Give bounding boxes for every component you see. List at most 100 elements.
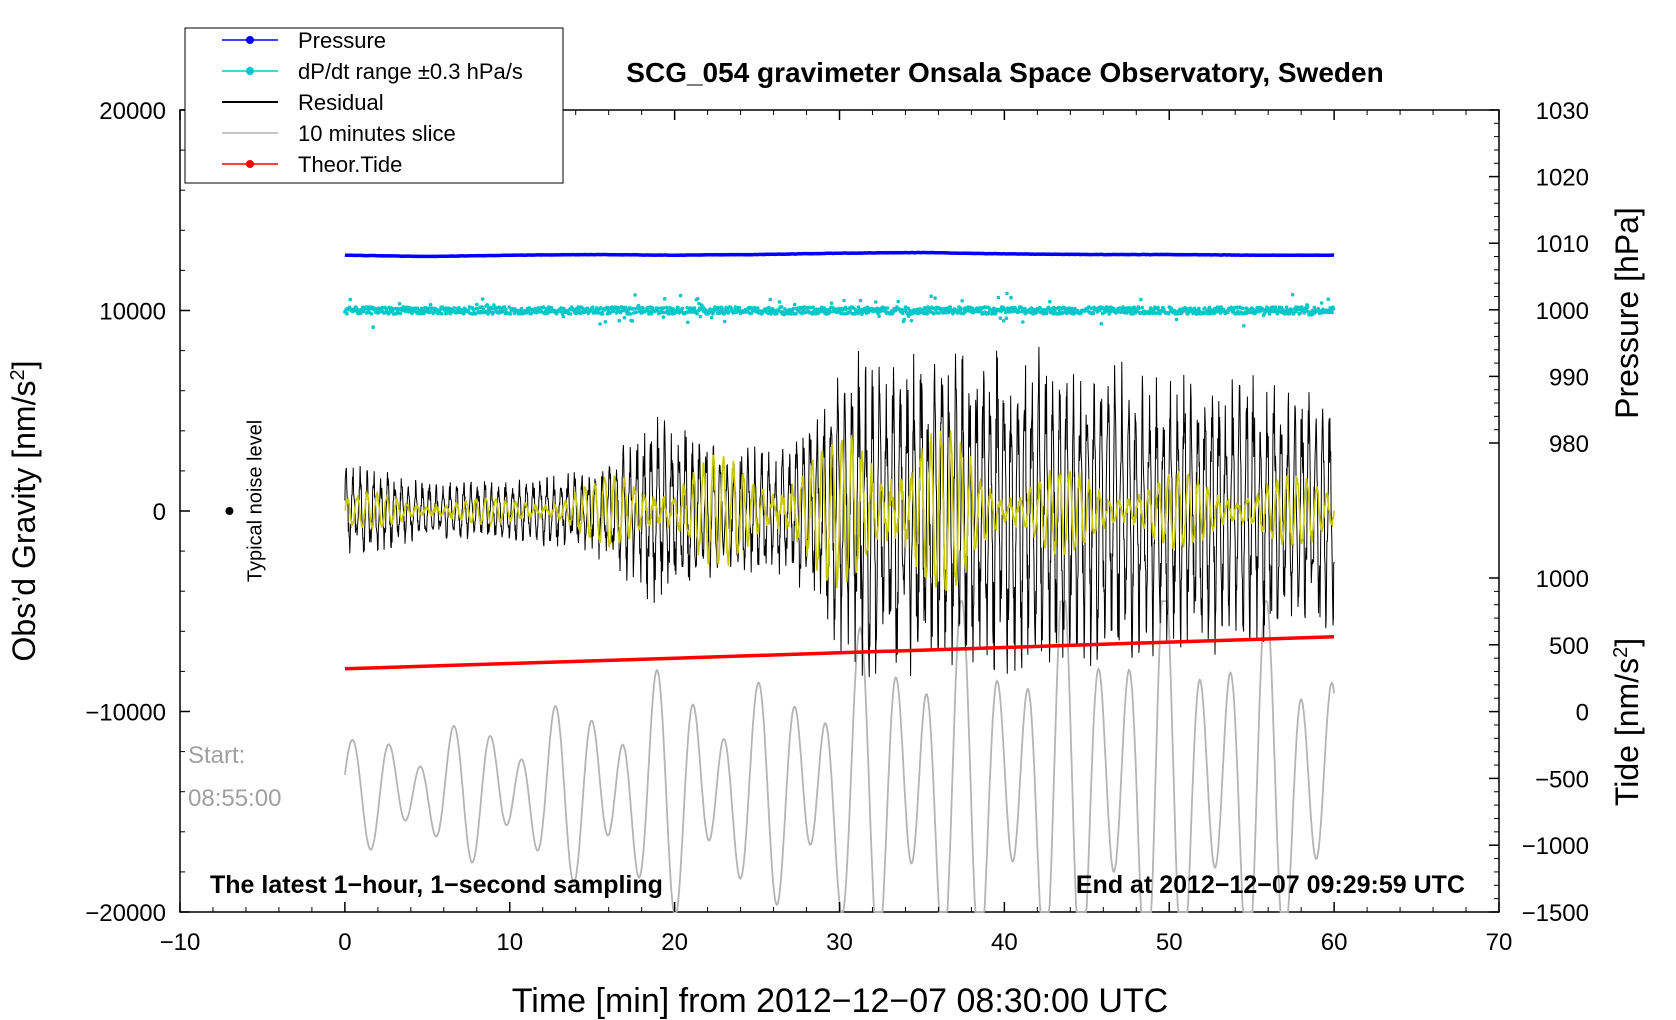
dpdt-point — [1203, 306, 1207, 310]
legend-label: 10 minutes slice — [298, 121, 456, 146]
dpdt-point — [1284, 305, 1289, 310]
dpdt-point — [1001, 319, 1006, 323]
dpdt-point — [364, 311, 369, 315]
dpdt-point — [877, 314, 881, 319]
dpdt-point — [345, 311, 349, 316]
dpdt-point — [695, 296, 700, 301]
dpdt-point — [504, 307, 508, 312]
dpdt-point — [1021, 320, 1025, 324]
dpdt-point — [792, 302, 797, 307]
dpdt-point — [599, 306, 603, 310]
tide-tick-label: −1500 — [1522, 900, 1589, 927]
dpdt-point — [398, 311, 403, 316]
dpdt-point — [1106, 305, 1110, 310]
dpdt-point — [811, 305, 815, 310]
dpdt-point — [1319, 301, 1324, 305]
x-tick-label: 10 — [496, 929, 523, 956]
dpdt-point — [775, 312, 779, 316]
x-tick-label: 20 — [661, 929, 688, 956]
dpdt-point — [491, 310, 496, 315]
x-tick-label: 60 — [1321, 929, 1348, 956]
legend-item: Residual — [222, 90, 384, 115]
legend-items: Pressure dP/dt range ±0.3 hPa/s Residual 10… — [222, 28, 523, 177]
dpdt-point — [502, 305, 507, 309]
dpdt-point — [475, 302, 479, 307]
legend-item: Theor.Tide — [222, 152, 402, 177]
dpdt-point — [636, 303, 641, 308]
dpdt-point — [1166, 311, 1171, 316]
dpdt-point — [384, 307, 389, 312]
x-tick-label: 30 — [826, 929, 853, 956]
dpdt-point — [508, 312, 513, 316]
dpdt-point — [630, 319, 635, 323]
dpdt-point — [678, 293, 683, 298]
dpdt-point — [649, 312, 654, 316]
dpdt-point — [1298, 311, 1303, 315]
dpdt-point — [1242, 324, 1246, 328]
dpdt-point — [1091, 311, 1096, 316]
dpdt-point — [598, 322, 602, 326]
x-tick-label: 50 — [1156, 929, 1183, 956]
dpdt-point — [486, 312, 490, 316]
dpdt-point — [617, 318, 621, 323]
sampling-note: The latest 1−hour, 1−second sampling — [210, 871, 663, 899]
legend-item: Pressure — [222, 28, 386, 53]
dpdt-point — [1129, 312, 1133, 316]
dpdt-point — [430, 306, 435, 311]
dpdt-point — [1257, 310, 1261, 314]
dpdt-point — [473, 312, 478, 316]
dpdt-point — [1038, 305, 1042, 310]
dpdt-point — [840, 311, 844, 316]
dpdt-point — [1312, 305, 1317, 310]
dpdt-point — [1226, 310, 1230, 315]
tide-tick-label: 1000 — [1536, 566, 1589, 593]
series-theor-tide — [344, 635, 1335, 671]
legend-marker — [246, 160, 254, 168]
dpdt-point — [647, 312, 651, 316]
dpdt-point — [937, 311, 941, 315]
dpdt-point — [507, 305, 511, 309]
legend-marker — [246, 36, 254, 44]
dpdt-point — [661, 315, 666, 319]
dpdt-point — [1149, 306, 1153, 310]
dpdt-point — [1044, 311, 1049, 316]
dpdt-point — [452, 306, 457, 310]
dpdt-point — [380, 305, 385, 310]
legend-box — [184, 27, 564, 184]
dpdt-point — [1029, 306, 1034, 310]
dpdt-point — [933, 296, 937, 300]
end-time-note: End at 2012−12−07 09:29:59 UTC — [1076, 871, 1465, 899]
dpdt-point — [594, 310, 598, 315]
dpdt-point — [1331, 307, 1336, 311]
dpdt-point — [656, 306, 660, 311]
dpdt-point — [646, 309, 650, 313]
pressure-tick-label: 1030 — [1536, 98, 1589, 125]
dpdt-point — [1290, 308, 1294, 312]
dpdt-point — [1139, 297, 1143, 302]
dpdt-point — [902, 317, 906, 322]
dpdt-point — [923, 307, 927, 312]
y-axis-label-gravity: Obs’d Gravity [nm/s2] — [6, 361, 42, 662]
dpdt-point — [600, 312, 605, 316]
dpdt-point — [1169, 306, 1173, 311]
dpdt-point — [624, 305, 628, 310]
dpdt-point — [697, 301, 701, 306]
y-axis-label-tide-end: ] — [1609, 638, 1645, 647]
noise-level-label: Typical noise level — [244, 420, 266, 582]
dpdt-point — [583, 309, 588, 314]
dpdt-point — [828, 310, 833, 314]
dpdt-point — [634, 310, 639, 315]
y-axis-label-tide-sup: 2 — [1610, 647, 1632, 658]
x-tick-label: 70 — [1486, 929, 1513, 956]
dpdt-point — [1003, 307, 1007, 312]
dpdt-point — [440, 311, 444, 316]
legend-label: Pressure — [298, 28, 386, 53]
dpdt-point — [490, 306, 494, 311]
tide-tick-label: −500 — [1535, 766, 1589, 793]
tide-tick-label: 500 — [1549, 633, 1589, 660]
y-axis-label-gravity-sup: 2 — [7, 369, 29, 380]
dpdt-point — [908, 308, 912, 313]
dpdt-point — [539, 309, 544, 314]
dpdt-point — [662, 297, 667, 301]
dpdt-point — [692, 306, 697, 310]
